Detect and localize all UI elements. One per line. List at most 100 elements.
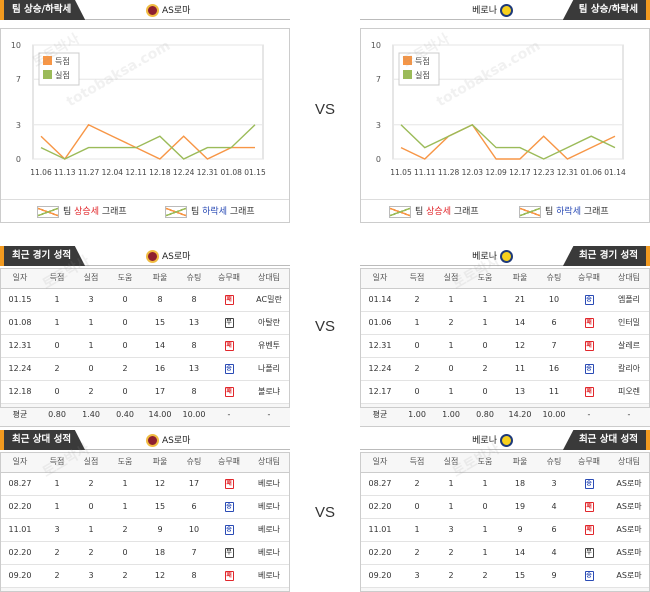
series-line-goals-for	[400, 123, 616, 160]
table-cell: 3	[74, 288, 108, 312]
table-cell: 2	[400, 288, 434, 312]
x-tick-label: 12.17	[509, 168, 531, 177]
table-cell: 2	[400, 541, 434, 565]
average-row: 평균1.801.601.2013.209.60--	[0, 587, 290, 592]
left-h2h-header: 최근 상대 성적 AS로마	[0, 430, 290, 450]
x-tick-label: 12.03	[462, 168, 484, 177]
table-cell: 6	[538, 518, 570, 542]
result-badge: 패	[584, 502, 594, 512]
table-row: 12.17 0 1 0 13 11 패 피오렌	[360, 380, 650, 404]
table-cell: 14	[502, 311, 538, 335]
table-cell: 6	[178, 495, 210, 519]
table-cell: 2	[434, 541, 468, 565]
column-header: 슈팅	[538, 452, 570, 473]
table-cell: 17	[178, 472, 210, 496]
right-chart-footer: 팀 상승세 그래프 팀 하락세 그래프	[361, 199, 649, 223]
right-h2h-title: 최근 상대 성적	[562, 430, 650, 450]
left-h2h-team: AS로마	[143, 433, 190, 447]
table-cell: 21	[502, 288, 538, 312]
average-cell: 1.60	[400, 587, 434, 592]
y-tick-label: 0	[16, 155, 21, 164]
x-tick-label: 11.05	[390, 168, 412, 177]
result-badge: 무	[584, 548, 594, 558]
table-cell: 8	[178, 334, 210, 358]
table-cell: 11	[538, 380, 570, 404]
table-cell: 12.31	[0, 334, 40, 358]
table-cell: 2	[108, 518, 142, 542]
table-cell: 01.15	[0, 288, 40, 312]
result-cell: 승	[210, 357, 248, 381]
table-cell: 8	[178, 288, 210, 312]
left-trend-title: 팀 상승/하락세	[0, 0, 86, 20]
table-cell: 6	[538, 311, 570, 335]
table-cell: 피오렌	[608, 380, 650, 404]
table-cell: 인터밀	[608, 311, 650, 335]
x-tick-label: 01.08	[220, 168, 242, 177]
table-cell: 13	[502, 380, 538, 404]
table-cell: 1	[400, 311, 434, 335]
average-cell: 1.20	[108, 587, 142, 592]
result-badge: 패	[224, 479, 234, 489]
table-header-row: 일자 득점 실점 도움 파울 슈팅 승무패 상대팀	[360, 268, 650, 289]
table-cell: 1	[434, 288, 468, 312]
right-recent-table: 일자 득점 실점 도움 파울 슈팅 승무패 상대팀 01.14 2 1 1 21 10 승 엠폴리 01.06 1…	[360, 268, 650, 427]
table-cell: 2	[468, 564, 502, 588]
table-cell: 1	[434, 380, 468, 404]
y-tick-label: 7	[376, 75, 381, 84]
result-cell: 패	[570, 334, 608, 358]
average-cell: 1.80	[434, 587, 468, 592]
average-row: 평균 0.80 1.40 0.40 14.00 10.00- -	[0, 403, 290, 427]
left-recent-results: 최근 경기 성적 AS로마 일자 득점 실점 도움 파울 슈팅 승무패 상대팀 01.15 1 3 0…	[0, 246, 290, 427]
as-roma-crest-icon	[146, 4, 159, 17]
table-cell: 유벤투	[248, 334, 290, 358]
table-cell: 11.01	[360, 518, 400, 542]
table-cell: 0	[40, 334, 74, 358]
column-header: 상대팀	[608, 268, 650, 289]
table-cell: 엠폴리	[608, 288, 650, 312]
table-cell: 10	[178, 518, 210, 542]
table-cell: 1	[40, 495, 74, 519]
table-cell: 2	[400, 472, 434, 496]
table-cell: 2	[40, 564, 74, 588]
result-badge: 패	[584, 318, 594, 328]
y-tick-label: 3	[16, 121, 21, 130]
table-cell: AS로마	[608, 472, 650, 496]
left-downtrend-graph-label[interactable]: 팀 하락세 그래프	[165, 200, 255, 224]
right-downtrend-graph-label[interactable]: 팀 하락세 그래프	[519, 200, 609, 224]
vs-label-h2h: VS	[314, 504, 335, 521]
right-uptrend-graph-label[interactable]: 팀 상승세 그래프	[389, 200, 479, 224]
table-cell: 0	[108, 311, 142, 335]
table-cell: 12.31	[360, 334, 400, 358]
table-cell: 2	[468, 357, 502, 381]
result-badge: 무	[224, 548, 234, 558]
left-recent-header: 최근 경기 성적 AS로마	[0, 246, 290, 266]
right-recent-header: 최근 경기 성적 베로나	[360, 246, 650, 266]
uptrend-graph-icon	[389, 205, 411, 218]
right-h2h-table: 일자 득점 실점 도움 파울 슈팅 승무패 상대팀 08.27 2 1 1 18 3 승 AS로마 02.20 0…	[360, 452, 650, 592]
table-cell: 베로나	[248, 472, 290, 496]
hellas-verona-crest-icon	[500, 250, 513, 263]
average-cell: 평균	[360, 403, 400, 427]
result-cell: 패	[570, 380, 608, 404]
right-trend-section: 베로나 팀 상승/하락세 0 3 7 10 11.05 11.11 11.28 12.03 12…	[360, 0, 650, 224]
left-trend-section: 팀 상승/하락세 AS로마 0 3 7 10 11.06 11.13 11.27 12.04 1…	[0, 0, 290, 224]
table-cell: 12	[502, 334, 538, 358]
table-cell: 1	[74, 311, 108, 335]
average-cell: 10.00	[538, 403, 570, 427]
table-cell: 8	[178, 564, 210, 588]
result-cell: 패	[570, 518, 608, 542]
table-cell: 2	[400, 357, 434, 381]
table-cell: 1	[468, 288, 502, 312]
average-cell: 1.00	[468, 587, 502, 592]
column-header: 승무패	[570, 268, 608, 289]
table-cell: 베로나	[248, 518, 290, 542]
average-cell: 0.80	[468, 403, 502, 427]
table-cell: 1	[108, 495, 142, 519]
table-cell: 2	[74, 541, 108, 565]
column-header: 상대팀	[608, 452, 650, 473]
table-cell: 14	[142, 334, 178, 358]
table-cell: 2	[74, 472, 108, 496]
left-head-to-head: 최근 상대 성적 AS로마 일자 득점 실점 도움 파울 슈팅 승무패 상대팀 08.27 1 2 1…	[0, 430, 290, 592]
left-uptrend-graph-label[interactable]: 팀 상승세 그래프	[37, 200, 127, 224]
result-badge: 승	[224, 502, 234, 512]
